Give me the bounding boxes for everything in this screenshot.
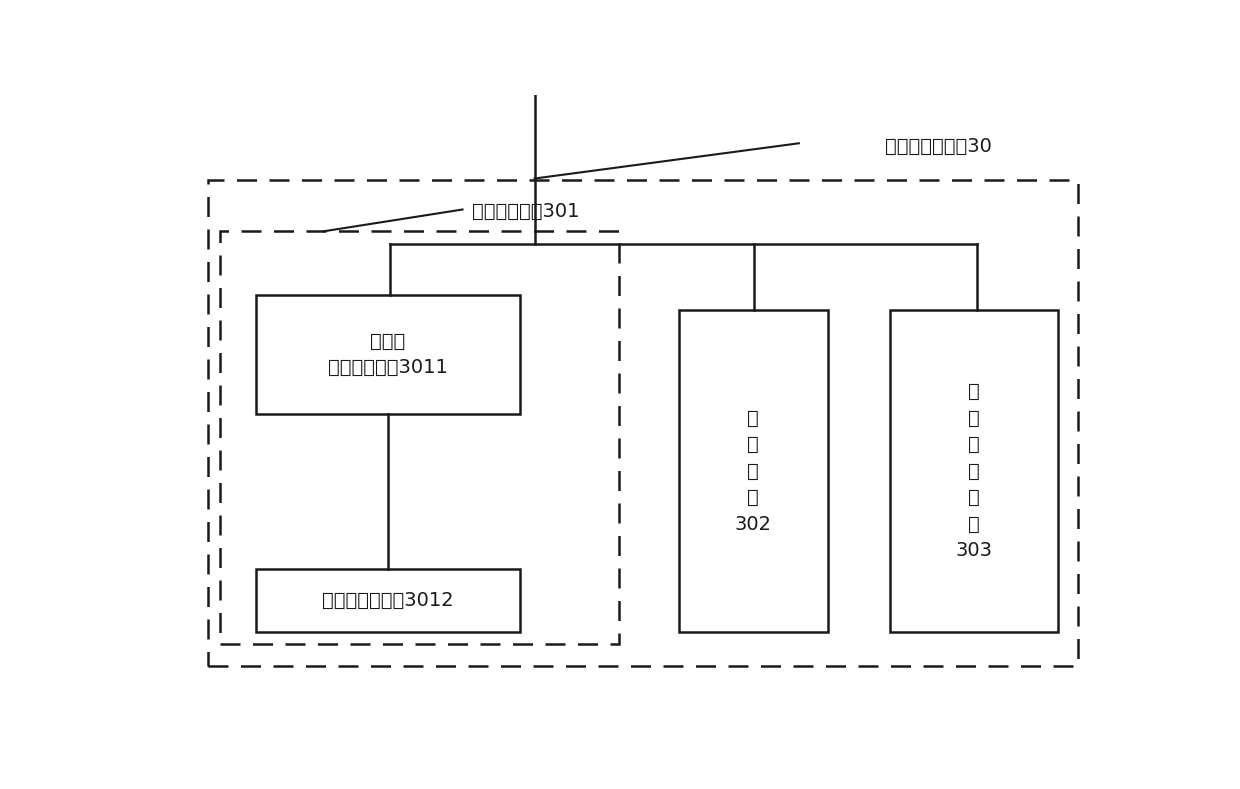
Bar (208, 180, 1078, 666)
Text: 能谱分析单元301: 能谱分析单元301 (472, 202, 579, 221)
Bar (890, 310, 1058, 632)
Text: 定量分析子单元3012: 定量分析子单元3012 (322, 591, 454, 610)
Bar (678, 310, 828, 632)
Bar (255, 569, 521, 632)
Bar (221, 231, 619, 645)
Text: 测
量
控
制
单
元
303: 测 量 控 制 单 元 303 (956, 383, 993, 560)
Bar (255, 295, 521, 413)
Text: 核能谱
预处理子单元3011: 核能谱 预处理子单元3011 (329, 331, 448, 377)
Text: 刻
度
单
元
302: 刻 度 单 元 302 (735, 409, 771, 534)
Text: 核能谱处理模块30: 核能谱处理模块30 (885, 136, 992, 155)
